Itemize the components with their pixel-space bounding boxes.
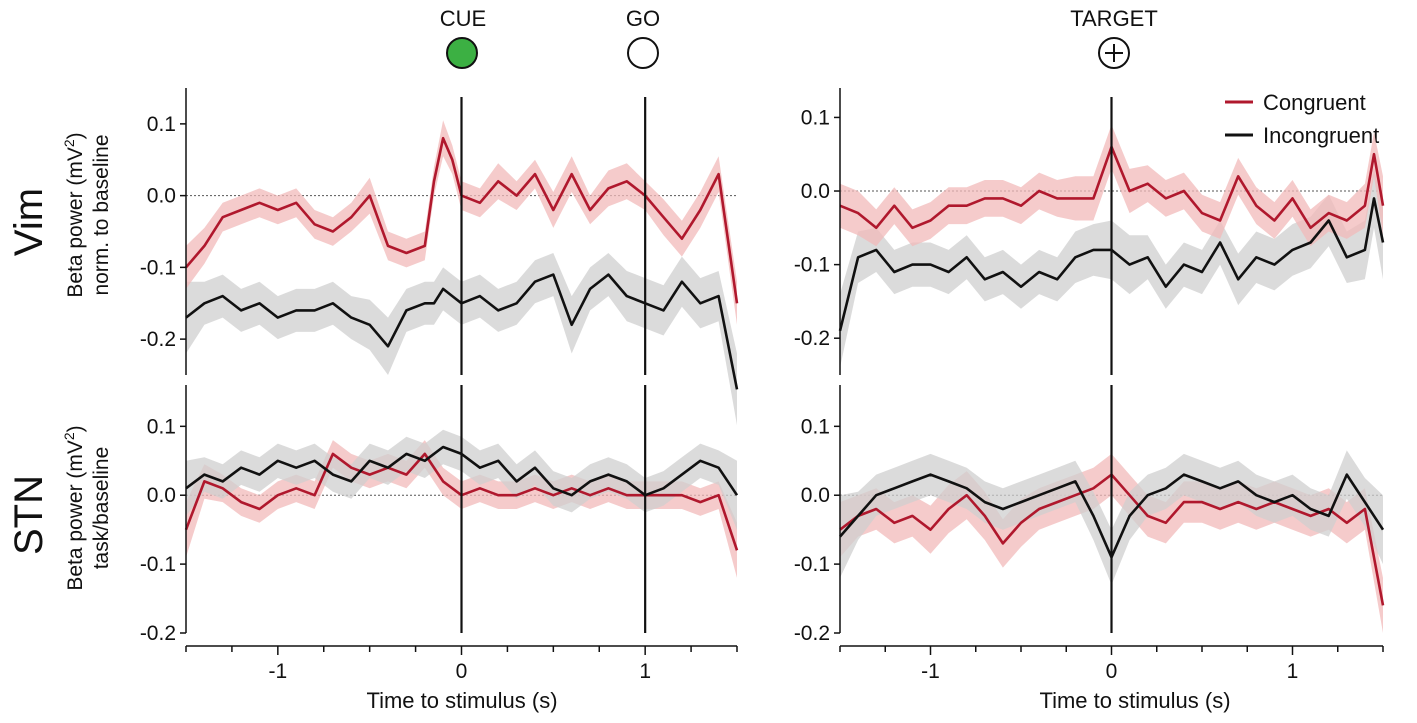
y-tick-label: -0.1 [140, 256, 176, 279]
incongruent-error-band [840, 450, 1383, 585]
xlabel-left: Time to stimulus (s) [366, 688, 557, 713]
y-tick-label: 0.1 [801, 106, 830, 129]
legend: Congruent Incongruent [1225, 90, 1379, 148]
y-tick-label: -0.2 [794, 622, 830, 645]
x-tick-label: 1 [1287, 660, 1299, 683]
y-tick-label: -0.1 [140, 553, 176, 576]
target-label: TARGET [1070, 6, 1158, 31]
x-tick-label: 0 [1106, 660, 1118, 683]
row-label-vim: Vim [7, 188, 51, 256]
y-tick-label: -0.1 [794, 553, 830, 576]
legend-incongruent-label: Incongruent [1263, 123, 1379, 148]
ylabel-bottom-line2: task/baseline [90, 447, 113, 570]
go-label: GO [626, 6, 660, 31]
panel-vim-target: 0.1 0.0 -0.1 -0.2 [794, 88, 1385, 375]
y-tick-label: -0.2 [140, 328, 176, 351]
incongruent-line [185, 273, 739, 390]
y-tick-label: 0.0 [147, 185, 176, 208]
y-tick-label: 0.0 [801, 180, 830, 203]
y-tick-label: -0.2 [794, 327, 830, 350]
xlabel-right: Time to stimulus (s) [1039, 688, 1230, 713]
cue-circle-icon [446, 37, 478, 69]
congruent-line [185, 136, 739, 304]
y-tick-label: 0.0 [147, 484, 176, 507]
x-tick-label: -1 [268, 660, 287, 683]
ylabel-top: Beta power (mV2) [61, 132, 87, 297]
ylabel-top-line2: norm. to baseline [90, 134, 113, 295]
go-circle-icon [627, 37, 659, 69]
ylabel-bottom: Beta power (mV2) [61, 425, 87, 590]
y-tick-label: -0.2 [140, 622, 176, 645]
y-tick-label: 0.0 [801, 484, 830, 507]
y-tick-label: 0.1 [147, 113, 176, 136]
panel-stn-cue: 0.1 0.0 -0.1 -0.2 -1 0 1 [140, 385, 739, 683]
incongruent-error-band [186, 253, 737, 426]
y-tick-label: 0.1 [147, 415, 176, 438]
cue-label: CUE [440, 6, 486, 31]
x-tick-label: 0 [456, 660, 468, 683]
panel-vim-cue: 0.1 0.0 -0.1 -0.2 [140, 88, 739, 426]
x-tick-label: -1 [921, 660, 940, 683]
legend-congruent-label: Congruent [1263, 90, 1366, 115]
panel-stn-target: 0.1 0.0 -0.1 -0.2 -1 0 1 [794, 385, 1385, 683]
incongruent-line [838, 197, 1385, 332]
row-label-stn: STN [7, 475, 51, 555]
x-tick-label: 1 [639, 660, 651, 683]
y-tick-label: -0.1 [794, 254, 830, 277]
target-crosshair-icon [1098, 37, 1130, 69]
congruent-line [839, 145, 1385, 230]
y-tick-label: 0.1 [801, 415, 830, 438]
congruent-error-band [840, 124, 1383, 247]
incongruent-error-band [186, 429, 737, 530]
